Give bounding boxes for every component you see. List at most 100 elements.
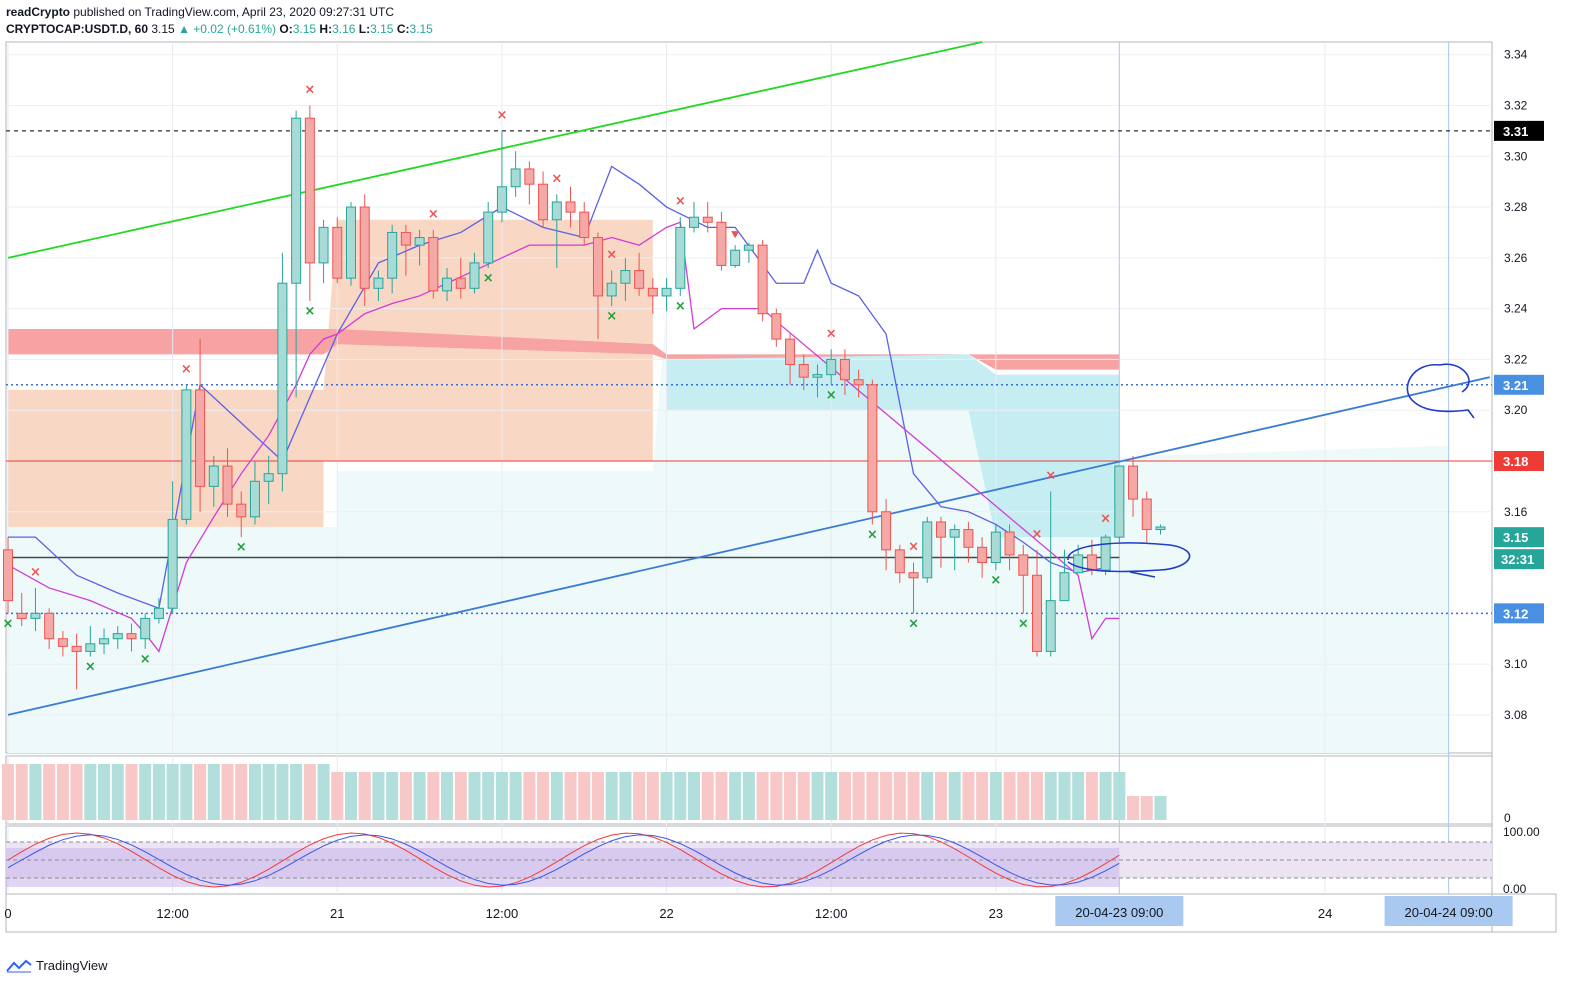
candle[interactable] [743, 242, 754, 263]
candle[interactable] [579, 201, 590, 246]
candle[interactable] [1155, 524, 1166, 535]
candle[interactable] [538, 171, 549, 228]
candle[interactable] [387, 224, 398, 294]
candle[interactable] [414, 229, 425, 266]
candle[interactable] [730, 245, 741, 268]
candle[interactable] [702, 201, 713, 233]
candle[interactable] [661, 278, 672, 312]
candle[interactable] [894, 544, 905, 583]
x-highlight-label[interactable]: 20-04-23 09:00 [1055, 896, 1184, 926]
candle[interactable] [853, 369, 864, 398]
candle[interactable] [935, 516, 946, 568]
candle[interactable] [1114, 465, 1125, 543]
candle[interactable] [922, 516, 933, 583]
candle[interactable] [496, 130, 507, 223]
candle[interactable] [1032, 549, 1042, 657]
candle[interactable] [1100, 534, 1111, 576]
candle[interactable] [771, 308, 782, 347]
symbol-info: CRYPTOCAP:USDT.D, 60 3.15 ▲ +0.02 (+0.61… [6, 22, 433, 36]
candle[interactable] [359, 194, 370, 307]
price-label-3.21[interactable]: 3.21 [1494, 374, 1544, 395]
candle[interactable] [30, 587, 41, 632]
candle[interactable] [716, 212, 727, 271]
candle[interactable] [99, 628, 110, 654]
candle[interactable] [1128, 455, 1139, 517]
candle[interactable] [1018, 544, 1029, 614]
candle[interactable] [208, 455, 219, 507]
candle[interactable] [332, 217, 343, 284]
candle[interactable] [1004, 524, 1015, 571]
candle[interactable] [606, 270, 617, 307]
candle[interactable] [16, 593, 27, 627]
candle[interactable] [881, 499, 892, 571]
candle[interactable] [469, 252, 480, 294]
candle[interactable] [57, 631, 68, 657]
candle[interactable] [1059, 549, 1070, 602]
price-label-3.12[interactable]: 3.12 [1494, 603, 1544, 624]
candle[interactable] [249, 460, 260, 525]
buy-marker: × [826, 388, 837, 403]
candle[interactable] [826, 349, 837, 385]
candle[interactable] [400, 224, 411, 276]
candle[interactable] [195, 339, 206, 512]
candle[interactable] [263, 455, 274, 505]
volume-bar [441, 772, 454, 820]
candle[interactable] [291, 110, 302, 398]
candle[interactable] [510, 151, 521, 197]
candle[interactable] [85, 626, 96, 657]
candle[interactable] [222, 448, 233, 517]
candle[interactable] [1045, 491, 1056, 657]
candle[interactable] [634, 252, 645, 296]
candle[interactable] [44, 608, 55, 649]
candle[interactable] [126, 623, 137, 652]
candle-body [785, 338, 796, 365]
price-label-3.18[interactable]: 3.18 [1494, 450, 1544, 471]
candle[interactable] [346, 201, 356, 286]
candle[interactable] [373, 270, 384, 302]
candle[interactable] [112, 626, 123, 649]
price-label-3.31[interactable]: 3.31 [1494, 120, 1544, 141]
candle[interactable] [524, 161, 535, 205]
candle[interactable] [839, 349, 850, 395]
candle[interactable] [455, 257, 466, 299]
candle[interactable] [647, 278, 658, 314]
candle[interactable] [483, 201, 494, 268]
candle-body [112, 633, 123, 640]
candle[interactable] [785, 334, 796, 385]
candle[interactable] [908, 562, 919, 614]
candle[interactable] [304, 105, 315, 302]
candle[interactable] [592, 232, 603, 340]
candle[interactable] [236, 491, 247, 538]
candle[interactable] [689, 201, 699, 233]
candle[interactable] [277, 252, 288, 492]
candle[interactable] [565, 186, 576, 228]
candle[interactable] [551, 194, 562, 268]
candle[interactable] [620, 257, 631, 302]
tradingview-brand[interactable]: TradingView [36, 958, 108, 973]
candle[interactable] [798, 354, 809, 390]
candle[interactable] [963, 521, 974, 563]
symbol-label[interactable]: CRYPTOCAP:USDT.D, 60 [6, 22, 149, 36]
candle[interactable] [977, 537, 988, 578]
candle[interactable] [1141, 491, 1152, 543]
candle[interactable] [71, 633, 82, 690]
candle[interactable] [167, 481, 178, 614]
candle[interactable] [153, 598, 164, 624]
candle[interactable] [442, 267, 453, 302]
candle[interactable] [812, 364, 823, 398]
price-label-3.15[interactable]: 3.15 [1494, 527, 1544, 548]
candle[interactable] [949, 524, 960, 571]
candle[interactable] [181, 384, 192, 525]
candle-body [1073, 554, 1084, 574]
candle[interactable] [990, 524, 1001, 571]
candle[interactable] [140, 613, 151, 649]
x-highlight-label[interactable]: 20-04-24 09:00 [1384, 896, 1513, 926]
author-name[interactable]: readCrypto [6, 5, 71, 19]
candle[interactable] [318, 219, 329, 284]
candle[interactable] [867, 379, 878, 525]
candle[interactable] [3, 537, 13, 614]
candle[interactable] [428, 229, 439, 299]
candle[interactable] [757, 240, 768, 322]
candle[interactable] [675, 217, 686, 296]
